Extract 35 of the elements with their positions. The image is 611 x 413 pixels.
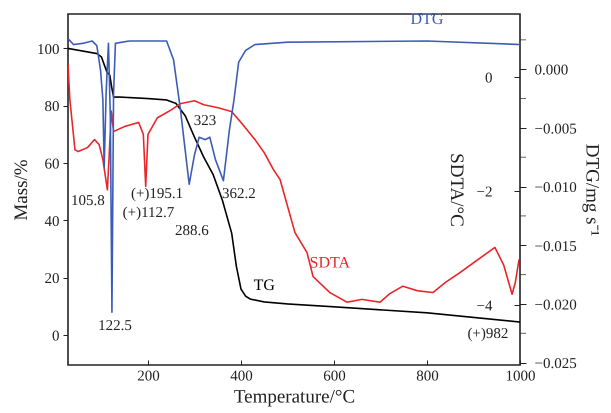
y3-axis-title: DTG/mg s⁻¹: [582, 144, 603, 237]
y-tick-label: 60: [44, 156, 60, 172]
y-axis-title: Mass/%: [11, 159, 32, 221]
y3-tick-label: −0.020: [534, 297, 577, 314]
x-tick-label: 1000: [506, 368, 536, 384]
annotation: (+)195.1: [130, 186, 184, 202]
x-tick-label: 200: [137, 368, 160, 384]
y-tick-label: 100: [37, 42, 60, 58]
y2-tick-label: −2: [476, 184, 492, 200]
annotation: (+)112.7: [122, 204, 175, 221]
annotation: (+)982: [467, 326, 508, 342]
series-label: SDTA: [310, 254, 350, 272]
y3-tick-label: 0.000: [534, 62, 568, 79]
x-tick-label: 800: [416, 368, 439, 384]
annotation: 362.2: [222, 186, 256, 202]
x-axis-title: Temperature/°C: [234, 386, 356, 408]
y2-tick-label: 0: [485, 70, 492, 86]
y2-tick-label: −4: [476, 298, 493, 315]
y3-tick-label: −0.015: [534, 238, 577, 255]
y3-tick-label: −0.025: [534, 356, 577, 372]
annotation: 122.5: [98, 318, 132, 334]
annotation: 105.8: [71, 193, 105, 210]
annotation: 323: [194, 113, 216, 129]
annotation: 288.6: [174, 222, 210, 239]
y3-tick-label: −0.005: [534, 121, 577, 138]
y-tick-label: 40: [44, 214, 60, 230]
y2-axis-title: SDTA/°C: [446, 153, 467, 227]
y3-tick-label: −0.010: [534, 180, 577, 196]
y-tick-label: 0: [52, 328, 60, 344]
series-label: TG: [254, 276, 276, 294]
x-tick-label: 400: [230, 368, 253, 384]
y-tick-label: 20: [44, 271, 60, 288]
y-tick-label: 80: [44, 99, 60, 116]
x-tick-label: 600: [323, 368, 346, 384]
series-label: DTG: [410, 11, 444, 28]
